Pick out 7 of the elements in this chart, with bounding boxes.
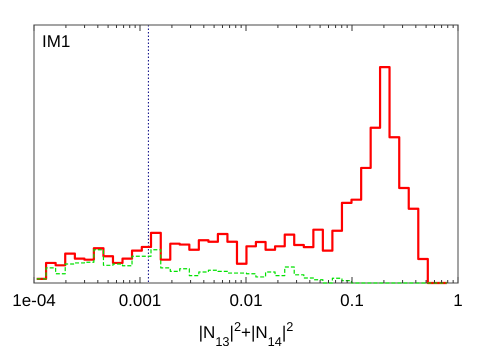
x-tick-label: 0.01	[229, 291, 263, 310]
chart-title: IM1	[42, 32, 70, 51]
x-axis-title: |N$_{13}$|$^{2}$+|N$_{14}$|$^{2}$	[198, 318, 294, 346]
x-tick-label: 0.001	[118, 291, 162, 310]
x-tick-label: 0.1	[340, 291, 364, 310]
x-tick-label: 1	[453, 291, 463, 310]
x-tick-label: 1e-04	[12, 291, 56, 310]
